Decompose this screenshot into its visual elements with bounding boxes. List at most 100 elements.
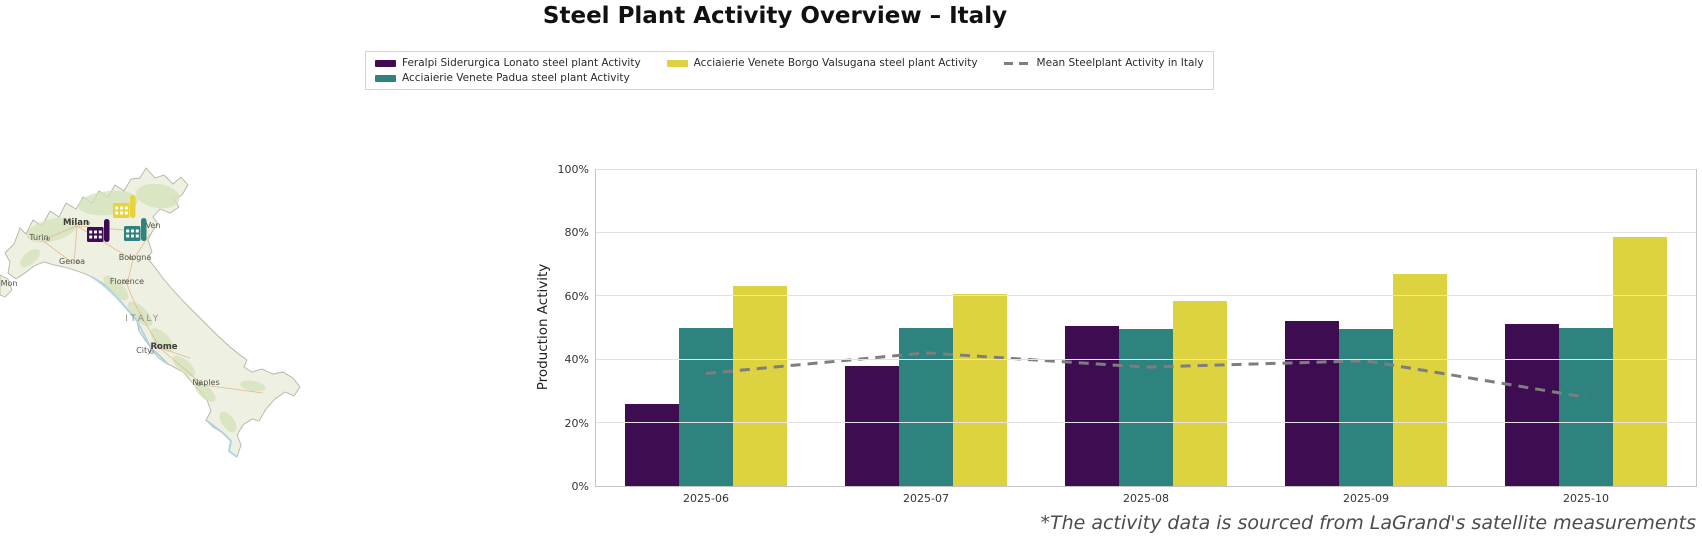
legend-item-label: Acciaierie Venete Padua steel plant Acti…: [402, 72, 630, 84]
legend-color-swatch: [375, 59, 396, 67]
city-dot: [46, 237, 50, 241]
legend-item-label: Mean Steelplant Activity in Italy: [1036, 57, 1204, 69]
x-axis-tick-label: 2025-07: [903, 492, 949, 505]
factory-icon: [113, 195, 136, 218]
map-label-bologna: Bologna: [119, 253, 152, 262]
bar: [1285, 321, 1339, 486]
bar-group-2025-10: [1476, 169, 1696, 486]
city-dot: [86, 221, 90, 225]
factory-window: [135, 229, 139, 233]
bar: [1119, 329, 1173, 486]
map-label-turin: Turin: [28, 233, 48, 242]
gridline: [596, 358, 1696, 360]
y-axis-tick-label: 20%: [564, 416, 589, 430]
factory-icon: [87, 219, 110, 242]
factory-window: [115, 206, 119, 210]
factory-window: [135, 234, 139, 238]
bar-group-2025-09: [1256, 169, 1476, 486]
bar: [1339, 329, 1393, 486]
map-label-mon: Mon: [1, 279, 18, 288]
factory-window: [89, 230, 93, 234]
legend-color-swatch: [375, 74, 396, 82]
legend-item-label: Feralpi Siderurgica Lonato steel plant A…: [402, 57, 641, 69]
map-factory-icons: [87, 195, 147, 242]
map-coastline: [91, 276, 238, 458]
map-city-dots: [46, 221, 201, 386]
bar: [845, 365, 899, 486]
y-axis-tick-label: 100%: [557, 163, 589, 176]
x-axis-tick-label: 2025-06: [683, 492, 729, 505]
bar: [899, 327, 953, 486]
factory-window: [94, 235, 97, 239]
y-axis-label: Production Activity: [535, 263, 551, 391]
factory-icon: [124, 218, 147, 241]
bar: [625, 403, 679, 486]
gridline: [596, 422, 1696, 424]
y-axis-tick-label: 40%: [564, 353, 589, 367]
map-label-genoa: Genoa: [59, 257, 85, 266]
factory-window: [120, 211, 123, 215]
footnote: *The activity data is sourced from LaGra…: [1040, 512, 1696, 534]
factory-window: [120, 206, 123, 210]
factory-window: [98, 230, 102, 234]
factory-window: [98, 235, 102, 239]
bar: [953, 294, 1007, 486]
city-dot: [150, 350, 154, 354]
gridline: [596, 231, 1696, 233]
bar-group-2025-06: [596, 169, 816, 486]
factory-window: [126, 229, 130, 233]
city-dot: [122, 280, 126, 284]
map-label-ven: Ven: [146, 221, 161, 230]
italy-map: Milan Turin Genoa Bologna Florence ITALY CityR…: [0, 167, 301, 458]
legend-color-swatch: [666, 59, 688, 67]
x-axis-tick-label: 2025-10: [1563, 492, 1609, 505]
legend-dashed-line-swatch: [1003, 61, 1031, 65]
bar-group-2025-07: [816, 169, 1036, 486]
factory-window: [124, 206, 128, 210]
map-label-city: City: [136, 346, 152, 355]
map-label-florence: Florence: [110, 277, 144, 286]
legend-item: Mean Steelplant Activity in Italy: [1003, 57, 1204, 69]
italy-outline: [4, 167, 301, 458]
gridline: [596, 295, 1696, 297]
x-axis-tick-labels: 2025-06 2025-07 2025-08 2025-09 2025-10: [596, 492, 1696, 505]
map-city-labels: Milan Turin Genoa Bologna Florence ITALY CityR…: [1, 218, 220, 387]
bar: [733, 286, 787, 486]
gridline: [596, 168, 1696, 170]
city-dot: [154, 344, 158, 348]
bar: [1065, 325, 1119, 486]
factory-window: [126, 234, 130, 238]
legend-item: Acciaierie Venete Borgo Valsugana steel …: [666, 57, 978, 69]
map-land-fragment: [0, 274, 13, 298]
x-axis-tick-label: 2025-09: [1343, 492, 1389, 505]
bar: [1613, 237, 1667, 486]
map-label-naples: Naples: [192, 378, 219, 387]
bar-groups: [596, 169, 1696, 486]
bar: [1559, 327, 1613, 486]
factory-window: [131, 234, 134, 238]
city-dot: [197, 382, 201, 386]
bar-group-2025-08: [1036, 169, 1256, 486]
factory-window: [131, 229, 134, 233]
factory-window: [94, 230, 97, 234]
bar: [679, 327, 733, 486]
legend-item-label: Acciaierie Venete Borgo Valsugana steel …: [693, 57, 978, 69]
y-axis-tick-label: 80%: [564, 226, 589, 240]
y-axis-tick-label: 60%: [564, 289, 589, 303]
city-dot: [129, 256, 133, 260]
map-label-italy: ITALY: [125, 314, 160, 324]
page-title: Steel Plant Activity Overview – Italy: [542, 3, 1008, 29]
bar: [1173, 300, 1227, 486]
factory-window: [115, 211, 119, 215]
chart-legend: Feralpi Siderurgica Lonato steel plant A…: [365, 51, 1214, 90]
y-axis-tick-label: 0%: [571, 480, 589, 493]
bar-chart-plot-area: 2025-06 2025-07 2025-08 2025-09 2025-10 0% 20…: [558, 163, 1697, 505]
factory-window: [89, 235, 93, 239]
legend-item: Acciaierie Venete Padua steel plant Acti…: [375, 72, 641, 84]
legend-item: Feralpi Siderurgica Lonato steel plant A…: [375, 57, 641, 69]
city-dot: [76, 260, 80, 264]
map-label-milan: Milan: [63, 218, 89, 228]
x-axis-tick-label: 2025-08: [1123, 492, 1169, 505]
map-label-rome: Rome: [150, 342, 177, 352]
